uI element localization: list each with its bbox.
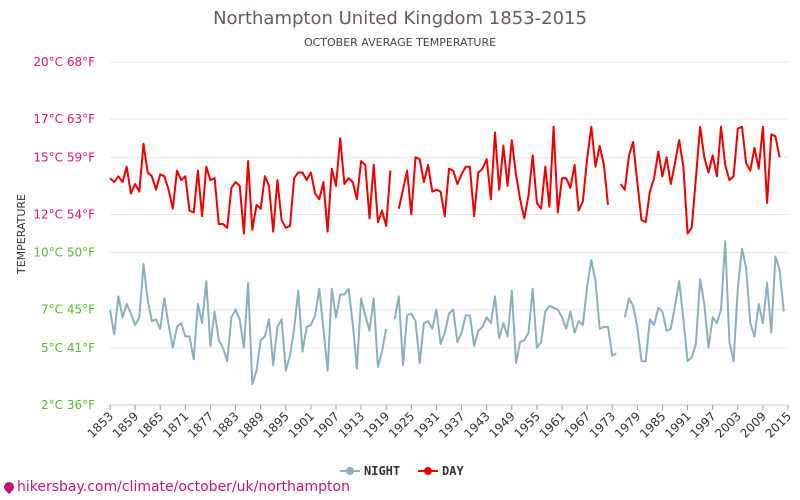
y-tick-label: 7°C 45°F: [41, 303, 95, 317]
x-tick-label: 1871: [160, 409, 191, 440]
legend-item-day[interactable]: DAY: [418, 464, 464, 478]
x-tick-label: 2003: [712, 409, 743, 440]
y-tick-label: 20°C 68°F: [33, 55, 95, 69]
x-tick-label: 1979: [612, 409, 643, 440]
series-line-day: [397, 125, 609, 220]
legend-label: NIGHT: [364, 464, 400, 478]
x-tick-label: 1853: [85, 409, 116, 440]
x-tick-label: 1865: [135, 409, 166, 440]
x-tick-label: 1895: [260, 409, 291, 440]
y-tick-labels: 20°C 68°F 17°C 63°F 15°C 59°F 12°C 54°F 10°C…: [33, 55, 95, 412]
x-tick-label: 1973: [587, 409, 618, 440]
y-tick-label: 15°C 59°F: [33, 150, 95, 164]
x-tick-label: 1883: [210, 409, 241, 440]
series-line-day: [109, 137, 392, 235]
x-tick-label: 1925: [386, 409, 417, 440]
watermark-text[interactable]: hikersbay.com/climate/october/uk/northam…: [17, 479, 350, 495]
legend-swatch-marker: [346, 467, 354, 475]
series-line-night: [623, 240, 785, 363]
x-tick-label: 1889: [235, 409, 266, 440]
x-tick-label: 1907: [311, 409, 342, 440]
x-tick-label: 1949: [486, 409, 517, 440]
x-tick-label: 1943: [461, 409, 492, 440]
x-tick-label: 1961: [537, 409, 568, 440]
map-pin-icon: [1, 479, 17, 495]
x-tick-label: 1913: [336, 409, 367, 440]
series-line-night: [393, 259, 617, 366]
y-tick-label: 17°C 63°F: [33, 112, 95, 126]
y-tick-label: 5°C 41°F: [41, 341, 95, 355]
y-tick-label: 2°C 36°F: [41, 398, 95, 412]
x-tick-labels: 1853185918651871187718831889189519011907…: [85, 405, 794, 441]
y-tick-label: 12°C 54°F: [33, 207, 95, 221]
x-tick-label: 1937: [436, 409, 467, 440]
x-tick-label: 1955: [512, 409, 543, 440]
x-tick-label: 1967: [562, 409, 593, 440]
x-tick-label: 2015: [763, 409, 794, 440]
chart-title: Northampton United Kingdom 1853-2015: [213, 8, 587, 29]
series-line-day: [619, 125, 781, 235]
legend-label: DAY: [442, 464, 464, 478]
y-tick-label: 10°C 50°F: [33, 246, 95, 260]
x-tick-label: 2009: [738, 409, 769, 440]
x-tick-label: 1997: [687, 409, 718, 440]
legend-item-night[interactable]: NIGHT: [340, 464, 400, 478]
watermark[interactable]: hikersbay.com/climate/october/uk/northam…: [1, 479, 350, 495]
series-lines: [109, 125, 785, 385]
legend-swatch-marker: [424, 467, 432, 475]
series-line-night: [109, 263, 388, 385]
x-tick-label: 1877: [185, 409, 216, 440]
y-axis-label: TEMPERATURE: [15, 194, 28, 275]
x-tick-label: 1985: [637, 409, 668, 440]
legend[interactable]: NIGHT DAY: [340, 464, 464, 478]
x-tick-label: 1901: [286, 409, 317, 440]
x-tick-label: 1991: [662, 409, 693, 440]
x-tick-label: 1931: [411, 409, 442, 440]
x-tick-label: 1919: [361, 409, 392, 440]
chart-subtitle: OCTOBER AVERAGE TEMPERATURE: [304, 36, 496, 49]
x-tick-label: 1859: [110, 409, 141, 440]
